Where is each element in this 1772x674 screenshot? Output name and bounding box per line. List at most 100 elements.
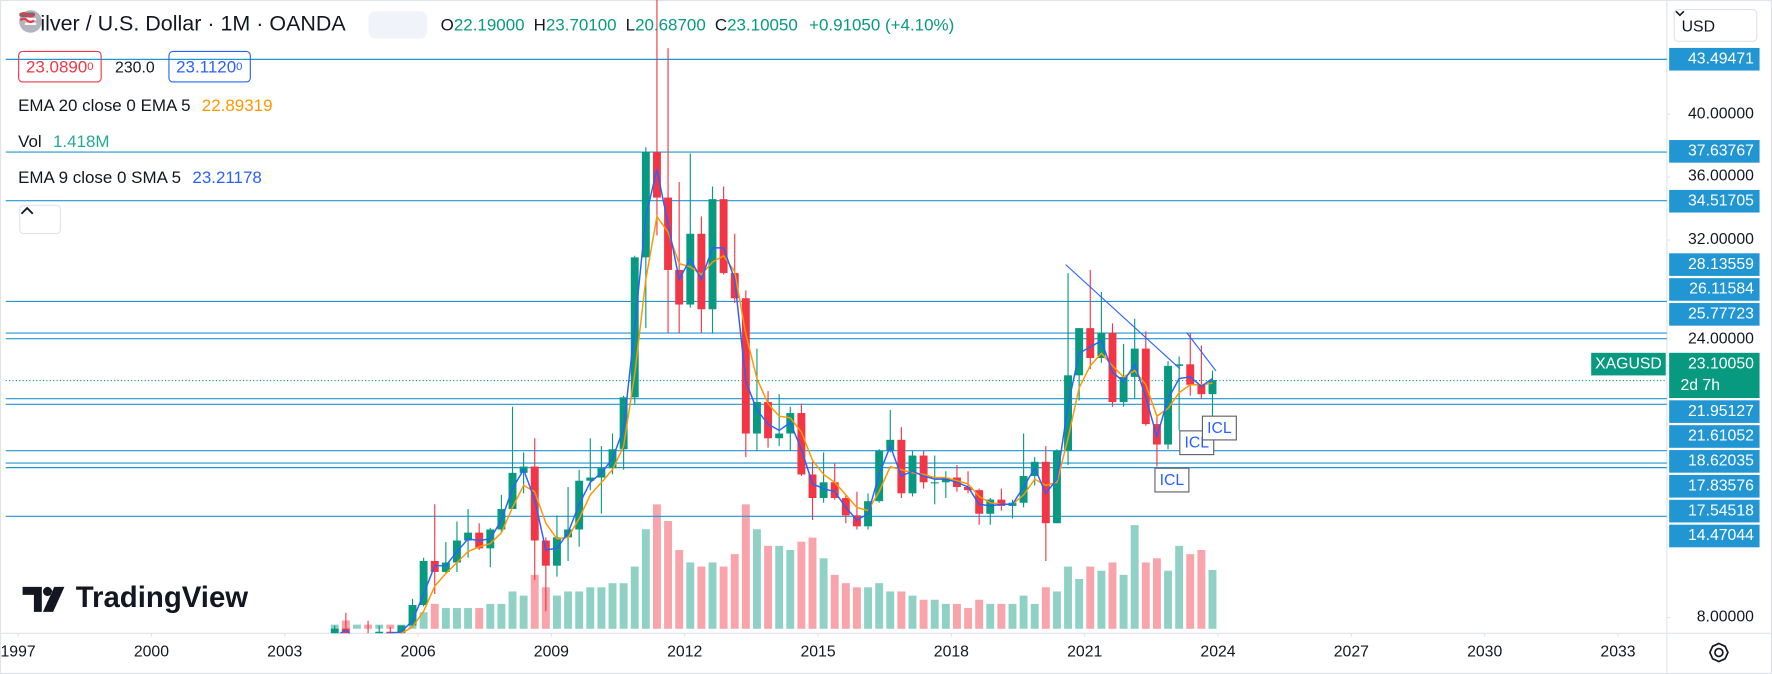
volume-bar xyxy=(764,545,773,629)
volume-bar xyxy=(1186,554,1195,629)
volume-bar xyxy=(386,624,395,629)
candle-body xyxy=(386,631,395,634)
volume-bar xyxy=(430,603,439,629)
gear-outline xyxy=(1708,642,1729,663)
candle-body xyxy=(964,487,973,491)
compare-button[interactable] xyxy=(18,9,36,25)
indicator-legend[interactable]: Vol 1.418M xyxy=(18,132,109,151)
volume-bar xyxy=(619,583,628,629)
level-label: 21.61052 xyxy=(1688,428,1754,445)
ohlc-key: L xyxy=(625,15,636,35)
settings-icon[interactable] xyxy=(1708,642,1729,663)
volume-bar xyxy=(819,558,828,629)
candle-body xyxy=(397,625,406,634)
candle-body xyxy=(464,532,473,541)
level-label-bg xyxy=(1669,303,1760,326)
volume-bar xyxy=(830,574,839,629)
level-label-bg xyxy=(1669,474,1760,498)
indicator-legend[interactable]: EMA 20 close 0 EMA 5 22.89319 xyxy=(18,96,272,115)
level-label-bg xyxy=(1669,400,1760,423)
volume-bar xyxy=(1019,595,1028,629)
volume-bar xyxy=(730,554,739,629)
level-label-bg xyxy=(1669,450,1760,473)
candle-body xyxy=(808,474,817,499)
candle-body xyxy=(775,433,784,439)
currency: USD xyxy=(1681,16,1715,35)
volume-bar xyxy=(1008,603,1017,629)
ohlc-values: O22.19000 H23.70100 L20.68700 C23.10050 +0.9… xyxy=(432,15,955,34)
volume-bar xyxy=(641,529,650,629)
level-label-bg xyxy=(1669,253,1760,276)
level-label: 43.49471 xyxy=(1688,50,1754,67)
indicator-line xyxy=(396,214,1213,634)
y-tick-label: 32.00000 xyxy=(1688,231,1754,248)
level-label-bg xyxy=(1669,189,1760,213)
symbol-header: Silver / U.S. Dollar · 1M · OANDA O22.19… xyxy=(18,9,954,41)
price-change: +0.91050 (+4.10%) xyxy=(809,15,955,35)
volume-bar xyxy=(675,549,684,629)
volume-bar xyxy=(964,608,973,629)
symbol-title[interactable]: Silver / U.S. Dollar · 1M · OANDA xyxy=(25,12,346,37)
indicator-layer xyxy=(338,169,1213,634)
x-tick-label: 2027 xyxy=(1334,644,1369,661)
volume-layer xyxy=(330,504,1217,629)
axes: 1997 2000 2003 2006 2009 2012 2015 2018 2021 2024… xyxy=(1,47,1760,661)
volume-bar xyxy=(952,603,961,629)
volume-bar xyxy=(586,587,595,629)
volume-bar xyxy=(575,591,584,629)
level-label: 26.11584 xyxy=(1689,281,1754,298)
ohlc-key: O xyxy=(440,15,454,35)
level-label: 37.63767 xyxy=(1688,143,1754,160)
volume-bar xyxy=(664,520,673,629)
ohlc-key: H xyxy=(533,15,546,35)
x-tick-label: 2030 xyxy=(1467,644,1502,661)
indicator-name: EMA 9 close 0 SMA 5 xyxy=(18,168,182,188)
volume-bar xyxy=(1130,525,1139,629)
candle-body xyxy=(1208,380,1217,395)
y-tick-label: 36.00000 xyxy=(1688,168,1754,185)
bid-button[interactable]: 23.0890 0 xyxy=(18,50,102,83)
ask: 23.1120 xyxy=(176,57,237,77)
candle-body xyxy=(530,466,539,541)
level-label: 25.77723 xyxy=(1688,306,1754,323)
candle-body xyxy=(1197,384,1206,395)
volume-bar xyxy=(919,599,928,629)
indicator-legend[interactable]: EMA 9 close 0 SMA 5 23.21178 xyxy=(18,169,262,188)
volume-bar xyxy=(530,574,539,629)
indicator-name: EMA 20 close 0 EMA 5 xyxy=(18,96,191,116)
ask-button[interactable]: 23.1120 0 xyxy=(168,50,251,83)
volume-bar xyxy=(464,608,473,629)
candle-body xyxy=(930,482,939,484)
candle-body xyxy=(997,499,1006,506)
candle-body xyxy=(686,233,695,305)
candle-body xyxy=(719,199,728,274)
collapse-button[interactable] xyxy=(19,204,62,235)
volume-bar xyxy=(1175,545,1184,629)
ohlc-value: 20.68700 xyxy=(635,15,706,35)
level-label: 28.13559 xyxy=(1688,256,1754,273)
trendline[interactable] xyxy=(1065,264,1181,370)
ohlc-value: 22.19000 xyxy=(453,15,525,35)
trendline[interactable] xyxy=(1186,332,1217,372)
candle-body xyxy=(1019,476,1028,503)
candle-body xyxy=(708,199,717,310)
candle-body xyxy=(552,537,561,566)
bid: 23.0890 xyxy=(25,57,88,77)
volume-bar xyxy=(497,603,506,629)
spread: 230.0 xyxy=(115,57,155,76)
candle-body xyxy=(1097,332,1106,359)
x-tick-label: 2003 xyxy=(267,644,302,661)
currency-dropdown[interactable]: USD xyxy=(1673,9,1758,42)
level-label: 17.83576 xyxy=(1688,477,1754,494)
indicator-name: Vol xyxy=(18,132,42,152)
candle-body xyxy=(1052,450,1061,524)
candle-body xyxy=(752,402,761,434)
annotation-label: ICL xyxy=(1160,472,1185,489)
candle-body xyxy=(508,472,517,510)
x-tick-label: 2015 xyxy=(800,644,835,661)
trendlines xyxy=(1065,264,1217,372)
bid-ask: 23.0890 0 230.0 23.1120 0 xyxy=(18,50,251,83)
candle-body xyxy=(830,482,839,499)
